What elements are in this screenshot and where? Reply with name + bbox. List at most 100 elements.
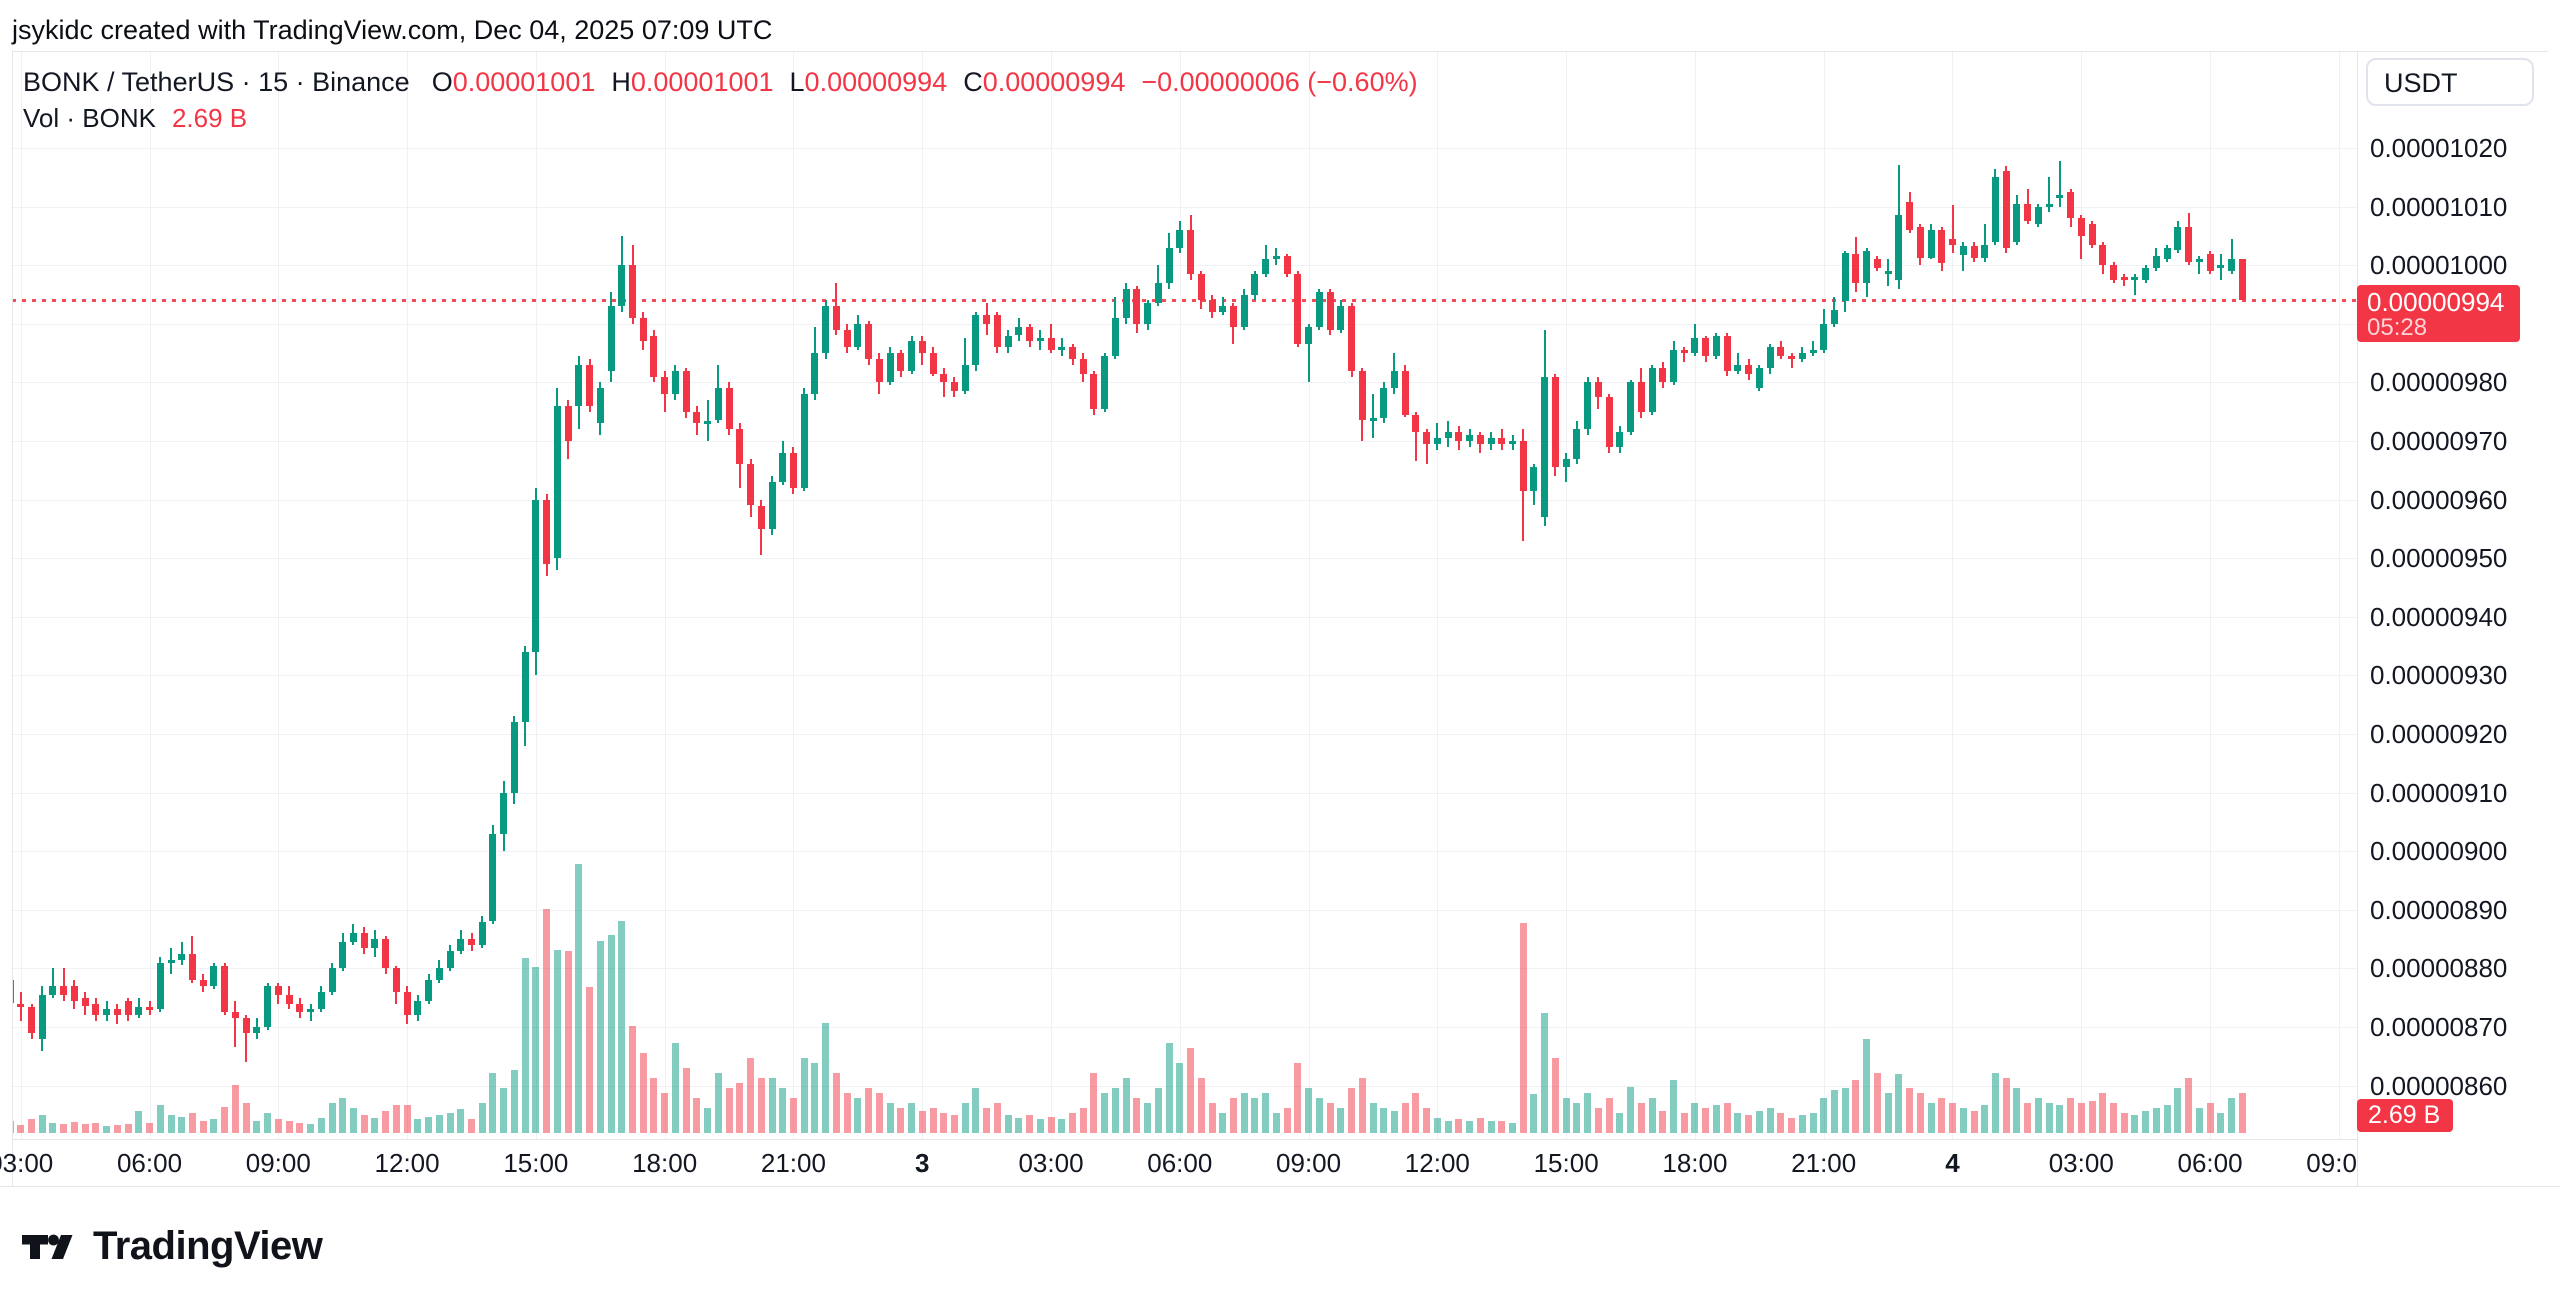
candle-body — [1176, 230, 1184, 248]
volume-bar — [285, 1121, 293, 1133]
candle-body — [457, 939, 465, 951]
horizontal-gridline — [12, 675, 2357, 677]
candle-body — [274, 986, 282, 995]
candle-body — [1390, 370, 1398, 389]
candle-body — [564, 405, 572, 441]
vertical-gridline — [1308, 51, 1310, 1139]
candle-body — [435, 968, 443, 981]
candle-body — [2110, 265, 2117, 280]
volume-bar — [1444, 1121, 1452, 1133]
price-axis-label: 0.00000910 — [2370, 777, 2508, 808]
volume-bar — [2195, 1108, 2203, 1133]
volume-bar — [1272, 1113, 1280, 1133]
volume-indicator-value: 2.69 B — [171, 103, 248, 133]
candle-body — [843, 329, 851, 348]
candle-body — [1884, 271, 1892, 275]
candle-body — [908, 341, 915, 371]
candle-wick — [2230, 238, 2233, 274]
candle-body — [1541, 376, 1549, 518]
volume-bar — [382, 1111, 390, 1133]
time-axis-label: 21:00 — [760, 1148, 826, 1178]
price-axis[interactable]: 0.00001020 0.00001010 0.00001000 0.00000980… — [2357, 51, 2560, 1186]
volume-bar — [1047, 1117, 1055, 1133]
volume-bar — [2013, 1088, 2021, 1133]
candle-wick — [2198, 256, 2201, 274]
volume-bar — [1959, 1108, 1967, 1133]
volume-bar — [768, 1078, 776, 1133]
volume-bar — [1702, 1108, 1710, 1133]
volume-bar — [1949, 1103, 1956, 1133]
candle-body — [489, 833, 497, 922]
candle-body — [1863, 250, 1871, 283]
candle-wick — [1372, 394, 1374, 438]
time-axis-label: 03:00 — [1018, 1148, 1084, 1178]
candle-body — [1294, 274, 1302, 345]
volume-bar — [564, 951, 572, 1133]
volume-bar — [1680, 1113, 1688, 1133]
volume-indicator-label[interactable]: Vol · BONK — [23, 103, 156, 133]
volume-bar — [2002, 1078, 2010, 1133]
volume-bar — [843, 1093, 851, 1133]
volume-bar — [1004, 1115, 1012, 1133]
volume-bar — [811, 1063, 819, 1133]
volume-bar — [1712, 1105, 1720, 1133]
symbol-title[interactable]: BONK / TetherUS · 15 · Binance — [23, 67, 410, 97]
currency-toggle-button[interactable]: USDT — [2366, 58, 2534, 106]
candle-body — [468, 939, 475, 945]
candle-body — [661, 376, 669, 395]
volume-bar — [328, 1103, 336, 1133]
volume-bar — [1358, 1078, 1366, 1133]
candle-body — [1144, 303, 1152, 324]
vertical-gridline — [2338, 51, 2340, 1139]
candle-body — [596, 388, 604, 424]
candle-body — [135, 1006, 143, 1016]
price-axis-label: 0.00001000 — [2370, 250, 2508, 281]
time-axis-label: 09:00 — [1276, 1148, 1342, 1178]
candle-body — [1466, 435, 1474, 441]
time-axis[interactable]: 03:00 06:00 09:00 12:00 15:00 18:00 21:00 3 03:0… — [0, 1139, 2357, 1186]
candle-body — [1283, 256, 1291, 274]
horizontal-gridline — [12, 206, 2357, 208]
chart-pane[interactable] — [12, 51, 2357, 1139]
candle-body — [2034, 206, 2042, 225]
volume-bar — [1240, 1093, 1248, 1133]
price-axis-separator — [2357, 51, 2358, 1186]
candle-wick — [1414, 411, 1417, 462]
candle-body — [1047, 338, 1055, 351]
candle-body — [1476, 435, 1484, 444]
volume-bar — [2067, 1098, 2074, 1133]
candle-body — [2099, 244, 2107, 266]
candle-body — [1412, 414, 1420, 433]
time-axis-label: 06:00 — [2177, 1148, 2243, 1178]
volume-bar — [725, 1088, 733, 1133]
volume-bar — [1798, 1115, 1806, 1133]
candle-body — [1229, 306, 1237, 327]
volume-bar — [425, 1117, 432, 1133]
candle-wick — [309, 1003, 312, 1022]
candle-body — [2185, 227, 2193, 263]
candle-body — [1895, 215, 1903, 280]
volume-bar — [543, 909, 551, 1133]
volume-bar — [2034, 1098, 2042, 1133]
candle-body — [1562, 458, 1570, 468]
volume-bar — [1605, 1098, 1613, 1133]
volume-bar — [1616, 1113, 1624, 1133]
candle-body — [1873, 259, 1881, 269]
volume-bar — [1015, 1118, 1023, 1133]
volume-bar — [135, 1111, 143, 1133]
volume-bar — [650, 1078, 658, 1133]
candle-wick — [1962, 241, 1965, 272]
candle-body — [242, 1018, 250, 1033]
candle-body — [897, 353, 905, 371]
time-axis-label: 18:00 — [1662, 1148, 1728, 1178]
horizontal-gridline — [12, 558, 2357, 560]
volume-bar — [1251, 1098, 1259, 1133]
volume-bar — [1659, 1111, 1667, 1133]
candle-body — [682, 370, 690, 412]
volume-bar — [264, 1113, 272, 1133]
volume-bar — [607, 935, 615, 1133]
tradingview-logo[interactable]: TradingView — [22, 1224, 323, 1269]
volume-bar — [17, 1125, 25, 1133]
candle-body — [1670, 350, 1677, 383]
candle-body — [1079, 359, 1087, 374]
